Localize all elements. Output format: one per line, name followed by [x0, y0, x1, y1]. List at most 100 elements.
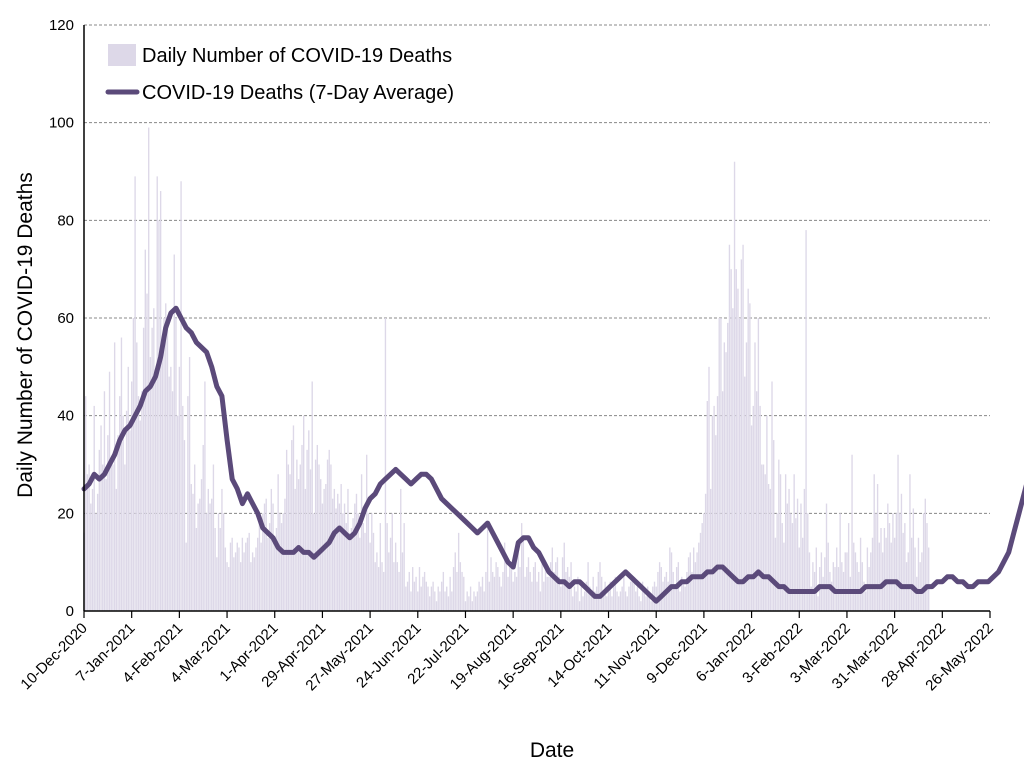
daily-deaths-bar: [893, 537, 896, 611]
daily-deaths-bar: [250, 562, 252, 611]
daily-deaths-bar: [502, 571, 504, 611]
daily-deaths-bar: [86, 474, 89, 611]
daily-deaths-bar: [520, 523, 523, 611]
daily-deaths-bar: [342, 513, 344, 611]
daily-deaths-bar: [781, 523, 783, 611]
daily-deaths-bar: [214, 527, 216, 611]
daily-deaths-bar: [243, 552, 245, 611]
daily-deaths-bar: [253, 557, 255, 611]
daily-deaths-bar: [362, 523, 364, 611]
daily-deaths-bar: [900, 493, 903, 611]
daily-deaths-bar: [756, 391, 758, 611]
daily-deaths-bar: [769, 488, 771, 611]
daily-deaths-bar: [444, 591, 446, 611]
daily-deaths-bar: [280, 523, 283, 611]
daily-deaths-bar: [408, 571, 410, 611]
daily-deaths-bar: [144, 249, 146, 611]
daily-deaths-bar: [194, 464, 196, 611]
daily-deaths-bar: [328, 449, 330, 611]
daily-deaths-bar: [909, 474, 911, 611]
daily-deaths-bar: [158, 220, 160, 612]
daily-deaths-bar: [864, 591, 867, 611]
daily-deaths-bar: [556, 557, 559, 611]
daily-deaths-bar: [234, 552, 237, 611]
daily-deaths-bar: [735, 269, 737, 611]
daily-deaths-bar: [691, 571, 693, 611]
daily-deaths-bar: [90, 503, 92, 611]
y-tick-label: 100: [49, 115, 74, 132]
daily-deaths-bar: [238, 547, 240, 611]
daily-deaths-bar: [301, 444, 303, 611]
daily-deaths-bar: [391, 513, 393, 611]
daily-deaths-bar: [578, 601, 581, 611]
daily-deaths-bar: [311, 381, 313, 611]
daily-deaths-bar: [268, 523, 271, 611]
daily-deaths-bar: [895, 513, 898, 611]
daily-deaths-bar: [170, 366, 172, 611]
daily-deaths-bar: [863, 581, 865, 611]
daily-deaths-bar: [796, 498, 799, 611]
daily-deaths-bar: [434, 591, 436, 611]
daily-deaths-bar: [851, 454, 853, 611]
daily-deaths-bar: [209, 503, 211, 611]
daily-deaths-bar: [91, 488, 94, 611]
daily-deaths-bar: [706, 401, 708, 611]
daily-deaths-bar: [372, 532, 375, 611]
daily-deaths-bar: [153, 308, 155, 611]
daily-deaths-bar: [757, 318, 760, 611]
daily-deaths-bar: [483, 591, 485, 611]
daily-deaths-bar: [822, 576, 824, 611]
daily-deaths-bar: [527, 557, 530, 611]
daily-deaths-bar: [510, 562, 513, 611]
daily-deaths-bar: [270, 488, 273, 611]
daily-deaths-bar: [701, 523, 703, 611]
daily-deaths-bar: [182, 405, 184, 611]
daily-deaths-bar: [396, 562, 399, 611]
daily-deaths-bar: [558, 576, 560, 611]
daily-deaths-bar: [745, 342, 748, 611]
daily-deaths-bar: [812, 562, 814, 611]
daily-deaths-bar: [539, 591, 542, 611]
y-tick-label: 120: [49, 17, 74, 34]
daily-deaths-bar: [134, 176, 136, 611]
daily-deaths-bar: [251, 552, 254, 611]
daily-deaths-bar: [340, 484, 342, 611]
daily-deaths-bar: [383, 571, 385, 611]
daily-deaths-bar: [902, 532, 904, 611]
daily-deaths-bar: [507, 576, 509, 611]
daily-deaths-bar: [96, 493, 99, 611]
daily-deaths-bar: [721, 391, 724, 611]
daily-deaths-bar: [413, 581, 416, 611]
daily-deaths-bar: [582, 596, 584, 611]
daily-deaths-bar: [411, 567, 414, 611]
daily-deaths-bar: [626, 596, 628, 611]
y-tick-label: 80: [57, 212, 74, 229]
daily-deaths-bar: [580, 586, 582, 611]
daily-deaths-bar: [442, 571, 445, 611]
daily-deaths-bar: [202, 444, 204, 611]
daily-deaths-bar: [774, 537, 777, 611]
daily-deaths-bar: [168, 376, 170, 611]
daily-deaths-bar: [192, 493, 194, 611]
daily-deaths-bar: [272, 503, 274, 611]
daily-deaths-bar: [696, 552, 698, 611]
daily-deaths-bar: [241, 537, 244, 611]
daily-deaths-bar: [776, 513, 778, 611]
daily-deaths-bar: [212, 464, 215, 611]
daily-deaths-bar: [488, 581, 490, 611]
daily-deaths-bar: [219, 527, 221, 611]
legend-bar-label: Daily Number of COVID-19 Deaths: [142, 45, 452, 67]
daily-deaths-bar: [773, 440, 775, 611]
daily-deaths-bar: [226, 562, 228, 611]
daily-deaths-bar: [793, 474, 795, 611]
daily-deaths-bar: [183, 440, 186, 611]
daily-deaths-bar: [737, 288, 739, 611]
daily-deaths-bar: [744, 376, 746, 611]
daily-deaths-bar: [670, 552, 673, 611]
daily-deaths-bar: [381, 562, 383, 611]
daily-deaths-bar: [791, 523, 794, 611]
daily-deaths-bar: [239, 562, 242, 611]
daily-deaths-bar: [151, 327, 153, 611]
daily-deaths-bar: [366, 454, 368, 611]
daily-deaths-bar: [687, 557, 690, 611]
